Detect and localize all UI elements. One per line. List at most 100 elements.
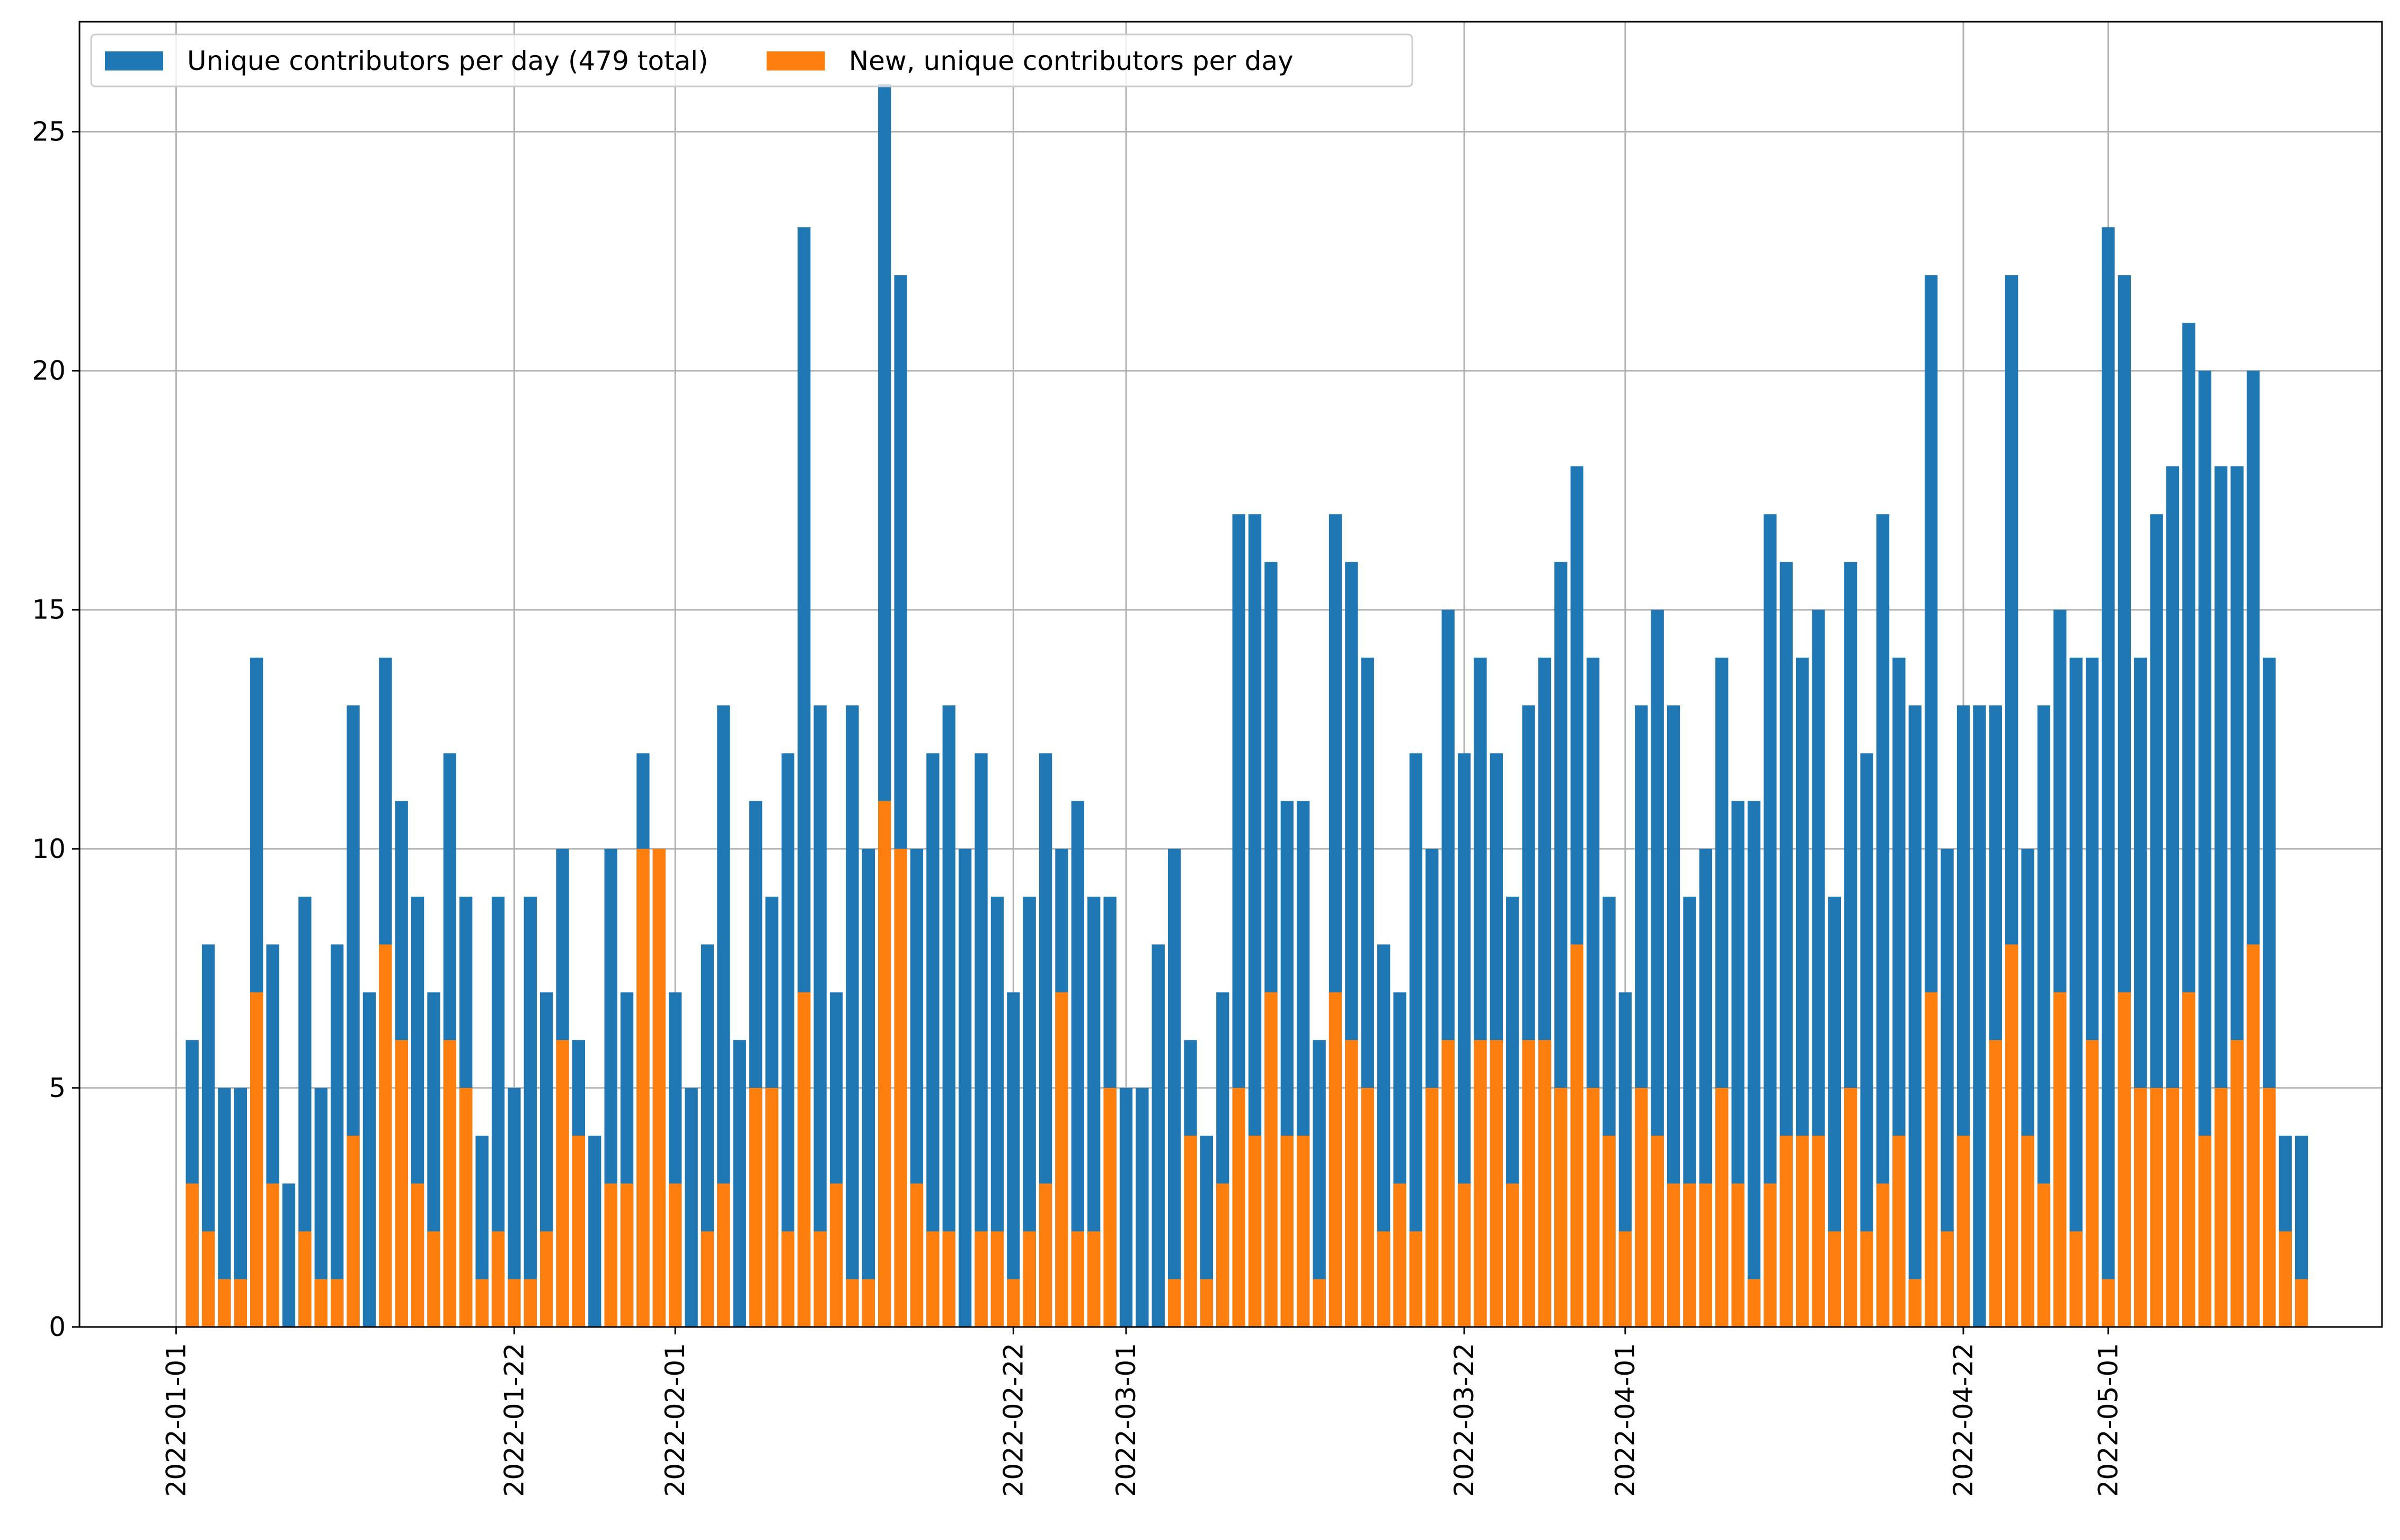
bar-series-2-day-107 <box>1892 1136 1906 1327</box>
legend-label-2: New, unique contributors per day <box>849 46 1294 76</box>
bar-series-2-day-94 <box>1683 1183 1696 1327</box>
legend-swatch-1 <box>105 51 163 70</box>
axis-ticks: 0 5 10 15 20 25 2022-01-01 2022-01-22 2022-02-01… <box>32 117 2123 1497</box>
bar-series-2-day-71 <box>1313 1279 1326 1327</box>
bar-series-2-day-34 <box>717 1183 730 1327</box>
bar-series-2-day-93 <box>1667 1183 1680 1327</box>
bar-series-2-day-125 <box>2182 992 2195 1327</box>
bar-series-2-day-53 <box>1023 1231 1036 1327</box>
bar-series-2-day-13 <box>379 944 392 1327</box>
bar-series-2-day-92 <box>1651 1136 1664 1327</box>
bar-series-2-day-123 <box>2150 1087 2163 1327</box>
bar-series-2-day-36 <box>749 1087 763 1327</box>
bar-series-2-day-44 <box>878 801 891 1327</box>
bar-series-2-day-132 <box>2295 1279 2308 1327</box>
bar-series-2-day-69 <box>1280 1136 1294 1327</box>
bar-series-2-day-6 <box>266 1183 279 1327</box>
bar-series-2-day-20 <box>491 1231 505 1327</box>
bar-series-2-day-86 <box>1554 1087 1567 1327</box>
bar-series-2-day-85 <box>1538 1040 1552 1327</box>
bar-series-2-day-30 <box>652 848 666 1327</box>
y-tick-label: 0 <box>49 1312 66 1342</box>
bar-series-2-day-52 <box>1007 1279 1020 1327</box>
bar-series-2-day-27 <box>604 1183 617 1327</box>
bar-series-1-day-22 <box>524 897 537 1327</box>
bar-series-1-day-112 <box>1973 705 1986 1327</box>
bar-series-2-day-124 <box>2166 1087 2180 1327</box>
bar-series-2-day-1 <box>185 1183 199 1327</box>
bar-series-2-day-82 <box>1490 1040 1503 1327</box>
legend-swatch-2 <box>766 51 825 70</box>
bar-series-2-day-78 <box>1425 1087 1439 1327</box>
bar-series-2-day-62 <box>1168 1279 1181 1327</box>
bar-series-2-day-110 <box>1941 1231 1954 1327</box>
bar-series-2-day-117 <box>2053 992 2067 1327</box>
bar-series-2-day-22 <box>524 1279 537 1327</box>
bar-series-2-day-91 <box>1635 1087 1648 1327</box>
bar-series-1-day-52 <box>1007 992 1020 1327</box>
bar-series-2-day-15 <box>411 1183 424 1327</box>
bar-series-2-day-23 <box>540 1231 553 1327</box>
bar-series-2-day-67 <box>1248 1136 1262 1327</box>
bar-series-2-day-14 <box>395 1040 408 1327</box>
x-tick-label: 2022-04-22 <box>1948 1343 1979 1497</box>
bar-series-2-day-113 <box>1989 1040 2002 1327</box>
bar-series-2-day-103 <box>1828 1231 1841 1327</box>
bar-series-1-day-61 <box>1152 944 1165 1327</box>
bar-series-2-day-105 <box>1860 1231 1873 1327</box>
bar-series-2-day-119 <box>2085 1040 2099 1327</box>
bar-series-1-day-49 <box>959 848 972 1327</box>
bar-series-2-day-84 <box>1522 1040 1535 1327</box>
bar-series-2-day-57 <box>1087 1231 1101 1327</box>
bar-series-2-day-42 <box>846 1279 859 1327</box>
bar-series-2-day-104 <box>1844 1087 1857 1327</box>
bar-series-2-day-130 <box>2263 1087 2276 1327</box>
bar-series-1-day-35 <box>733 1040 746 1327</box>
bar-series-2-day-43 <box>862 1279 875 1327</box>
bar-series-2-day-29 <box>636 848 650 1327</box>
y-tick-label: 15 <box>32 595 66 625</box>
x-tick-label: 2022-04-01 <box>1610 1343 1641 1497</box>
bar-series-2-day-111 <box>1956 1136 1970 1327</box>
bar-series-2-day-89 <box>1602 1136 1616 1327</box>
bar-series-2-day-37 <box>765 1087 778 1327</box>
y-tick-label: 25 <box>32 117 66 147</box>
bar-series-2-day-97 <box>1731 1183 1744 1327</box>
bar-series-1-day-60 <box>1136 1087 1149 1327</box>
bar-series-2-day-115 <box>2021 1136 2034 1327</box>
bar-series-2-day-40 <box>813 1231 827 1327</box>
bar-series-2-day-109 <box>1925 992 1938 1327</box>
bar-series-2-day-80 <box>1457 1183 1471 1327</box>
y-tick-label: 5 <box>49 1073 66 1103</box>
bar-series-2-day-50 <box>975 1231 988 1327</box>
bar-series-2-day-5 <box>250 992 263 1327</box>
bar-series-1-day-40 <box>813 705 827 1327</box>
bar-series-2-day-45 <box>894 848 907 1327</box>
bar-series-2-day-48 <box>942 1231 955 1327</box>
x-tick-label: 2022-05-01 <box>2093 1343 2123 1497</box>
bar-series-2-day-131 <box>2279 1231 2292 1327</box>
y-tick-label: 20 <box>32 356 66 386</box>
x-tick-label: 2022-01-22 <box>499 1343 529 1497</box>
bar-series-2-day-126 <box>2198 1136 2211 1327</box>
bar-series-2-day-16 <box>427 1231 440 1327</box>
bar-series-2-day-58 <box>1103 1087 1117 1327</box>
bar-series-2-day-70 <box>1297 1136 1310 1327</box>
bar-series-2-day-96 <box>1715 1087 1729 1327</box>
bar-series-2-day-63 <box>1184 1136 1197 1327</box>
bar-series-2-day-3 <box>218 1279 231 1327</box>
bar-series-2-day-90 <box>1618 1231 1632 1327</box>
bar-series-2-day-106 <box>1876 1183 1890 1327</box>
bar-series-2-day-88 <box>1587 1087 1600 1327</box>
bar-series-2-day-64 <box>1200 1279 1214 1327</box>
bar-series-2-day-108 <box>1908 1279 1921 1327</box>
bar-series-2-day-55 <box>1055 992 1068 1327</box>
bar-series-2-day-76 <box>1393 1183 1406 1327</box>
x-tick-label: 2022-02-01 <box>660 1343 690 1497</box>
bar-series-2-day-28 <box>620 1183 634 1327</box>
bar-series-2-day-81 <box>1474 1040 1487 1327</box>
bar-series-2-day-83 <box>1506 1183 1519 1327</box>
bar-series-1-day-62 <box>1168 848 1181 1327</box>
bar-series-1-day-26 <box>588 1136 601 1327</box>
